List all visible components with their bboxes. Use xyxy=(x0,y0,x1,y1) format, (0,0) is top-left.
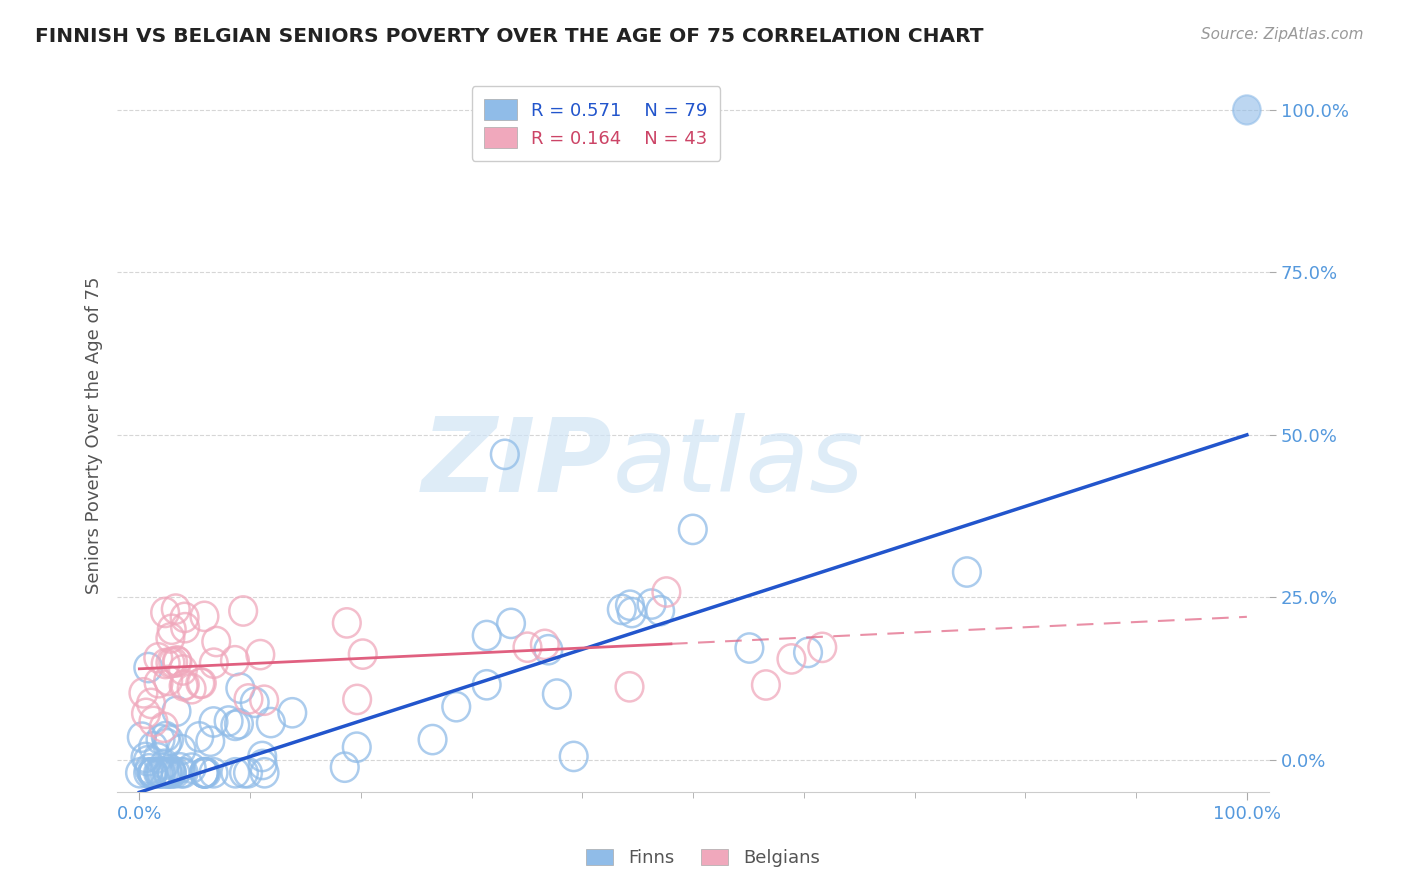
Ellipse shape xyxy=(1233,95,1261,125)
Legend: Finns, Belgians: Finns, Belgians xyxy=(579,841,827,874)
Text: Source: ZipAtlas.com: Source: ZipAtlas.com xyxy=(1201,27,1364,42)
Text: atlas: atlas xyxy=(613,414,863,514)
Text: ZIP: ZIP xyxy=(422,413,613,514)
Y-axis label: Seniors Poverty Over the Age of 75: Seniors Poverty Over the Age of 75 xyxy=(86,277,103,593)
Text: FINNISH VS BELGIAN SENIORS POVERTY OVER THE AGE OF 75 CORRELATION CHART: FINNISH VS BELGIAN SENIORS POVERTY OVER … xyxy=(35,27,984,45)
Legend: R = 0.571    N = 79, R = 0.164    N = 43: R = 0.571 N = 79, R = 0.164 N = 43 xyxy=(472,87,720,161)
